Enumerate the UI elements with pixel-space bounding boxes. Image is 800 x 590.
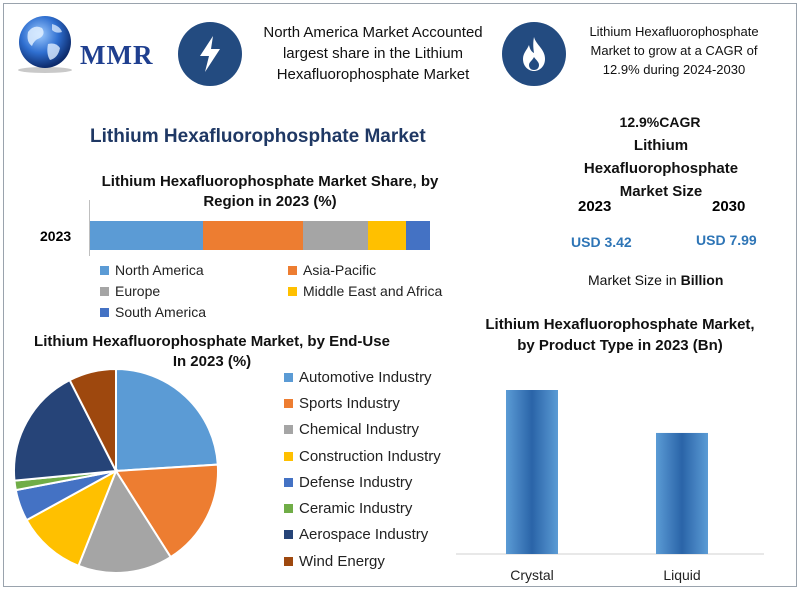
enduse-legend-item: Construction Industry	[284, 443, 474, 469]
region-bar-segment	[302, 221, 369, 250]
enduse-legend-item: Defense Industry	[284, 469, 474, 495]
pie-slice	[68, 367, 117, 472]
lightning-icon	[200, 36, 220, 72]
enduse-chart-title: Lithium Hexafluorophosphate Market, by E…	[34, 333, 390, 370]
value-2023: USD 3.42	[571, 234, 632, 250]
enduse-legend-item: Ceramic Industry	[284, 495, 474, 521]
region-legend-item: North America	[100, 262, 204, 278]
legend-label: Wind Energy	[299, 552, 385, 570]
pie-slice	[114, 463, 219, 559]
legend-swatch	[284, 556, 293, 566]
year-2030: 2030	[712, 198, 746, 215]
market-size-unit: Market Size in Billion	[588, 272, 723, 288]
enduse-legend-item: Chemical Industry	[284, 417, 474, 443]
logo: MMR	[14, 14, 164, 74]
region-bar-category: 2023	[40, 228, 72, 244]
product-chart-title: Lithium Hexafluorophosphate Market, by P…	[485, 316, 755, 354]
legend-swatch	[284, 477, 293, 487]
header-box1-text: North America Market Accounted largest s…	[263, 24, 483, 83]
cagr-label: 12.9%CAGR	[619, 114, 701, 130]
pie-slice	[25, 468, 118, 568]
legend-swatch	[100, 307, 109, 317]
region-bar-segment	[405, 221, 430, 250]
region-chart-title: Lithium Hexafluorophosphate Market Share…	[101, 173, 439, 210]
unit-prefix: Market Size in	[588, 272, 681, 288]
legend-label: Construction Industry	[299, 447, 441, 465]
region-legend-item: Asia-Pacific	[288, 262, 376, 278]
product-tick-label: Crystal	[510, 567, 554, 583]
legend-label: Aerospace Industry	[299, 526, 429, 544]
legend-swatch	[284, 398, 293, 408]
pie-slice	[13, 378, 118, 482]
legend-label: Europe	[115, 283, 161, 299]
enduse-legend: Automotive Industry Sports Industry Chemic…	[284, 364, 474, 574]
market-size-title: Lithium Hexafluorophosphate Market Size	[583, 137, 739, 200]
legend-swatch	[284, 530, 293, 540]
globe-icon	[18, 16, 72, 73]
product-bar	[506, 390, 558, 554]
enduse-legend-item: Wind Energy	[284, 548, 474, 574]
unit-bold: Billion	[680, 272, 724, 288]
flame-icon	[523, 37, 545, 71]
enduse-legend-item: Aerospace Industry	[284, 522, 474, 548]
header-box2-text: Lithium Hexafluorophosphate Market to gr…	[589, 24, 759, 77]
legend-swatch	[288, 286, 297, 296]
region-axis-line	[89, 200, 90, 256]
legend-swatch	[288, 265, 297, 275]
enduse-pie-chart	[13, 367, 219, 574]
legend-label: Sports Industry	[299, 394, 400, 412]
flame-circle	[502, 22, 566, 86]
region-stacked-bar	[90, 221, 430, 250]
logo-text: MMR	[80, 40, 154, 70]
region-bar-segment	[203, 221, 303, 250]
product-bar-chart: Crystal Liquid	[456, 390, 764, 583]
value-2030: USD 7.99	[696, 232, 757, 248]
legend-swatch	[284, 372, 293, 382]
main-title: Lithium Hexafluorophosphate Market	[90, 126, 426, 147]
region-bar-segment	[90, 221, 204, 250]
enduse-legend-item: Automotive Industry	[284, 364, 474, 390]
legend-label: Defense Industry	[299, 473, 413, 491]
legend-label: Middle East and Africa	[303, 283, 443, 299]
pie-slice	[77, 468, 173, 574]
legend-label: Ceramic Industry	[299, 500, 413, 518]
legend-label: Asia-Pacific	[303, 262, 377, 278]
product-bar	[656, 432, 708, 554]
legend-label: Automotive Industry	[299, 368, 432, 386]
region-legend-item: Europe	[100, 283, 160, 299]
product-tick-label: Liquid	[663, 567, 700, 583]
region-legend: North America Asia-Pacific Europe Middle Ea…	[100, 262, 460, 322]
enduse-legend-item: Sports Industry	[284, 390, 474, 416]
legend-label: North America	[115, 262, 204, 278]
pie-slice	[115, 367, 219, 473]
legend-label: Chemical Industry	[299, 421, 420, 439]
region-legend-item: Middle East and Africa	[288, 283, 442, 299]
region-bar-segment	[368, 221, 406, 250]
lightning-circle	[178, 22, 242, 86]
legend-swatch	[284, 504, 293, 514]
region-legend-item: South America	[100, 304, 206, 320]
legend-label: South America	[115, 304, 207, 320]
legend-swatch	[100, 286, 109, 296]
legend-swatch	[284, 425, 293, 435]
year-2023: 2023	[578, 198, 612, 215]
legend-swatch	[284, 451, 293, 461]
legend-swatch	[100, 265, 109, 275]
